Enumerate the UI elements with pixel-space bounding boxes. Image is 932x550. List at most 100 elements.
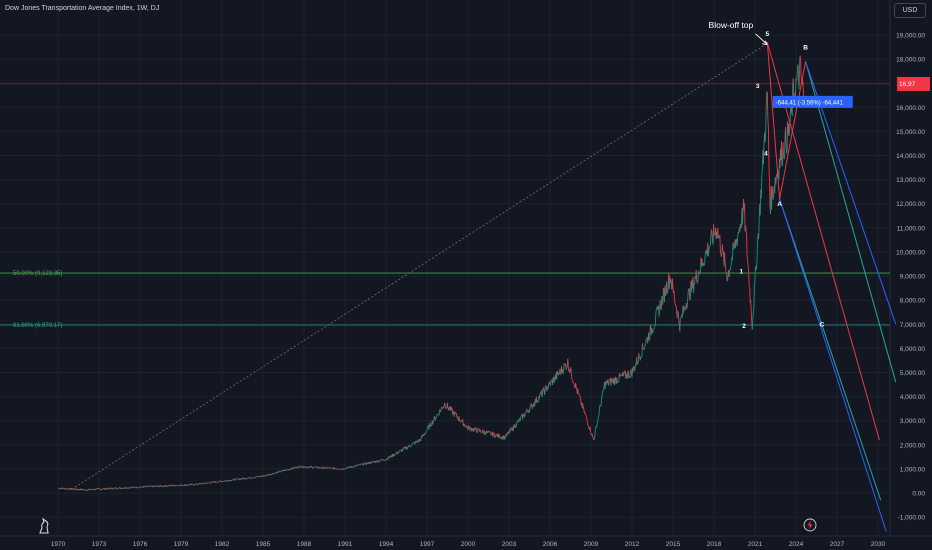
price-bar: [594, 430, 596, 437]
price-bar: [458, 416, 460, 422]
price-bar: [751, 318, 754, 330]
price-bar: [439, 409, 441, 411]
pitchfork-lower-outer-line: [779, 198, 887, 532]
y-tick-label: 7,000.00: [900, 322, 926, 329]
price-bar: [767, 129, 770, 163]
price-bar: [688, 288, 691, 300]
price-bar: [653, 327, 655, 330]
price-bar: [536, 400, 538, 403]
price-bar: [225, 480, 227, 482]
price-bar: [311, 465, 313, 468]
x-tick-label: 2015: [666, 541, 681, 548]
price-bar: [177, 485, 179, 487]
price-bar: [442, 407, 444, 410]
price-bar: [110, 487, 112, 490]
price-bar: [600, 400, 602, 407]
price-bar: [363, 463, 365, 466]
price-bar: [711, 232, 713, 242]
price-bar: [355, 465, 357, 467]
price-bar: [460, 420, 463, 423]
price-bar: [282, 469, 284, 472]
price-bar: [102, 488, 104, 490]
price-bar: [664, 285, 666, 296]
y-tick-label: 6,000.00: [900, 346, 926, 353]
price-bar: [522, 414, 524, 420]
price-bar: [365, 462, 367, 465]
price-bar: [645, 339, 647, 346]
price-bar: [161, 485, 163, 487]
currency-button[interactable]: USD: [894, 3, 926, 18]
price-bar: [498, 433, 501, 439]
price-bar: [91, 488, 94, 490]
y-tick-label: 2,000.00: [900, 442, 926, 449]
price-bar: [575, 387, 578, 390]
lightning-icon[interactable]: [803, 518, 817, 532]
price-bar: [584, 411, 586, 415]
price-bar: [437, 413, 439, 415]
price-bar: [104, 488, 107, 491]
price-bar: [217, 481, 219, 483]
price-bar: [226, 480, 229, 482]
x-tick-label: 1997: [420, 541, 435, 548]
price-bar: [736, 236, 739, 246]
price-bar: [725, 271, 728, 274]
price-bar: [578, 393, 580, 396]
price-bar: [446, 402, 449, 408]
price-bar: [607, 383, 610, 386]
price-bar: [680, 316, 682, 318]
price-bar: [677, 310, 679, 313]
price-bar: [70, 488, 72, 490]
price-bar: [238, 479, 240, 481]
price-bar: [670, 278, 672, 286]
price-bar: [714, 234, 716, 236]
price-bar: [490, 433, 493, 436]
price-bar: [620, 374, 622, 376]
x-tick-label: 2027: [830, 541, 845, 548]
price-bar: [321, 466, 323, 469]
price-bar: [454, 411, 456, 414]
price-bar: [579, 395, 581, 397]
price-bar: [302, 465, 304, 468]
price-bar: [234, 478, 237, 481]
price-bar: [701, 258, 703, 264]
x-tick-label: 1982: [215, 541, 230, 548]
price-bar: [68, 487, 70, 490]
price-bar: [160, 484, 162, 487]
price-bar: [687, 288, 690, 292]
price-bar: [709, 234, 712, 246]
price-bar: [717, 228, 719, 239]
x-tick-label: 1970: [51, 541, 66, 548]
price-bar: [546, 389, 548, 392]
price-bar: [730, 262, 732, 267]
price-bar: [771, 186, 774, 192]
price-bar: [192, 483, 194, 486]
price-bar: [462, 423, 465, 427]
price-bar: [73, 488, 75, 490]
price-bar: [347, 466, 349, 468]
price-bar: [316, 466, 319, 469]
price-bar: [711, 229, 713, 233]
y-tick-label: 19,000.00: [896, 33, 925, 40]
price-bar: [83, 489, 85, 491]
price-bar: [182, 485, 184, 487]
pitchfork-median-line: [766, 42, 880, 441]
price-bar: [432, 420, 434, 425]
price-bar: [255, 476, 258, 478]
price-bar: [194, 483, 196, 486]
price-bar: [747, 265, 750, 272]
price-bar: [227, 480, 230, 482]
price-bar: [409, 445, 411, 447]
price-bar: [602, 389, 605, 392]
price-bar: [748, 271, 750, 287]
price-bar: [385, 459, 387, 461]
price-bar: [749, 287, 751, 303]
price-bar: [173, 484, 175, 486]
price-bar: [524, 412, 526, 417]
price-bar: [660, 296, 663, 310]
price-bar: [753, 284, 755, 307]
x-tick-label: 2003: [502, 541, 517, 548]
price-bar: [428, 424, 431, 430]
price-bar: [649, 326, 651, 340]
